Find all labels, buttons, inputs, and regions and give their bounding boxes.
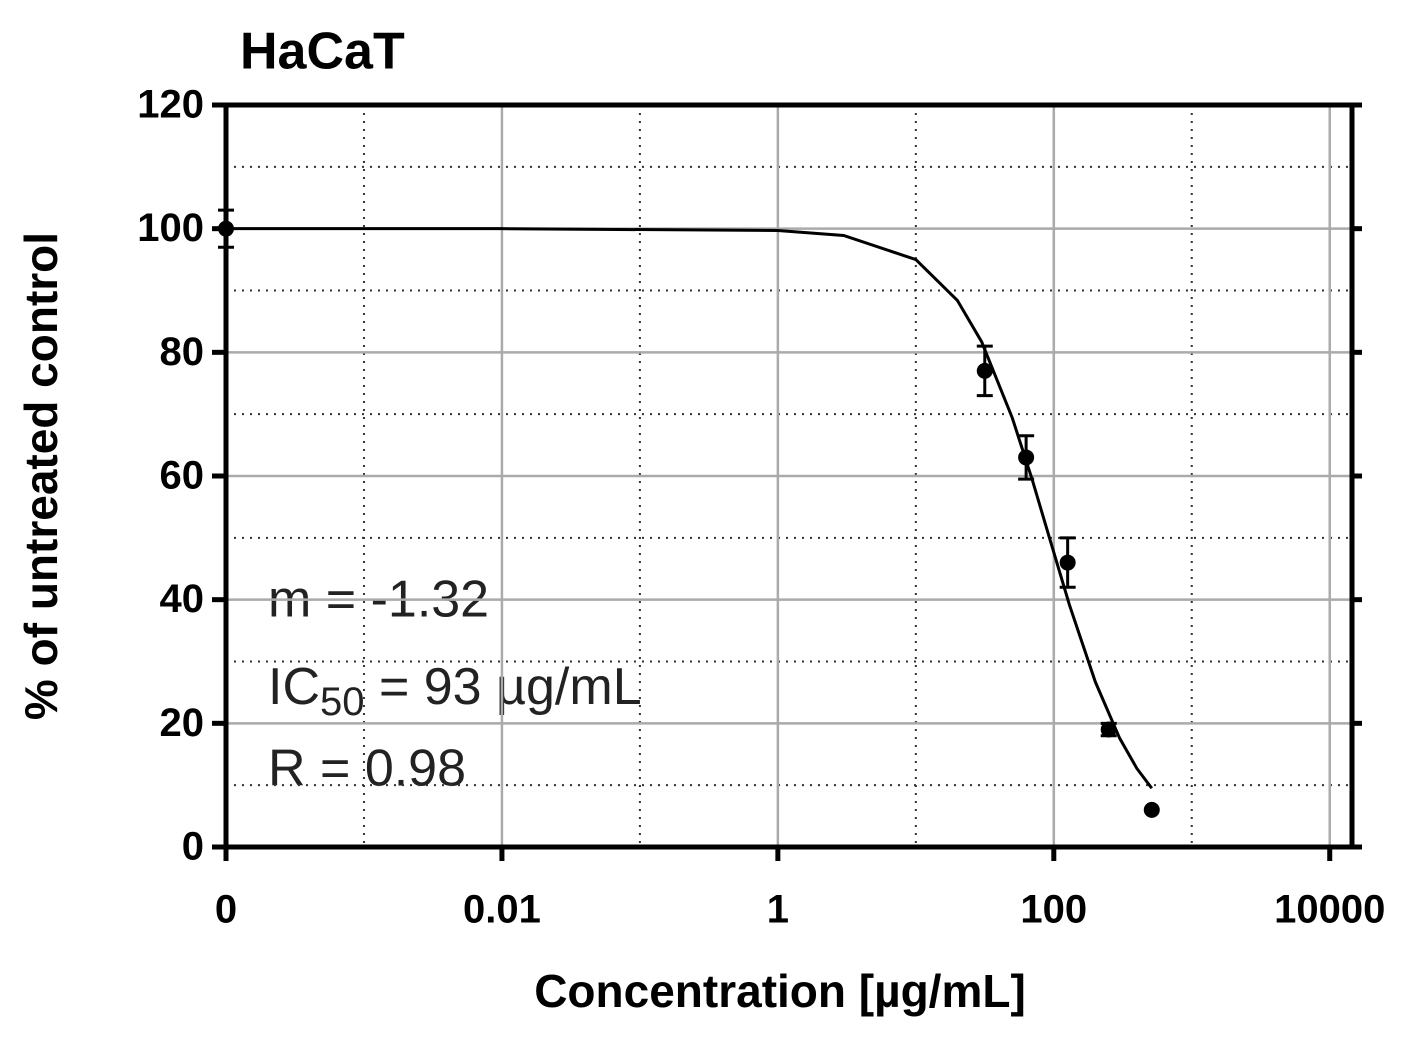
data-point — [1018, 449, 1035, 466]
fit-curve — [226, 227, 1153, 790]
x-tick-label: 0 — [215, 888, 237, 932]
plot-frame — [223, 102, 1355, 850]
data-point — [1100, 721, 1117, 738]
y-tick-label: 20 — [160, 701, 205, 745]
y-tick-label: 80 — [160, 330, 205, 374]
data-point — [1059, 554, 1076, 571]
data-point — [218, 220, 234, 237]
chart-title: HaCaT — [240, 23, 405, 81]
y-tick-label: 120 — [137, 83, 204, 127]
annotation-part: IC — [268, 658, 320, 716]
annotation: IC50 = 93 µg/mL — [268, 658, 642, 724]
data-point — [1143, 801, 1160, 818]
y-tick-label: 0 — [182, 825, 204, 869]
y-tick-label: 40 — [160, 577, 205, 621]
annotation: R = 0.98 — [268, 740, 466, 798]
x-tick-label: 1 — [767, 888, 789, 932]
annotation-subscript: 50 — [320, 680, 365, 724]
x-tick-label: 0.01 — [463, 888, 541, 932]
x-axis-label: Concentration [µg/mL] — [534, 965, 1026, 1017]
y-tick-label: 60 — [160, 454, 205, 498]
y-tick-label: 100 — [137, 206, 204, 250]
x-tick-label: 100 — [1020, 888, 1087, 932]
data-point — [976, 362, 993, 379]
y-axis-label: % of untreated control — [15, 232, 67, 720]
x-tick-label: 10000 — [1274, 888, 1385, 932]
